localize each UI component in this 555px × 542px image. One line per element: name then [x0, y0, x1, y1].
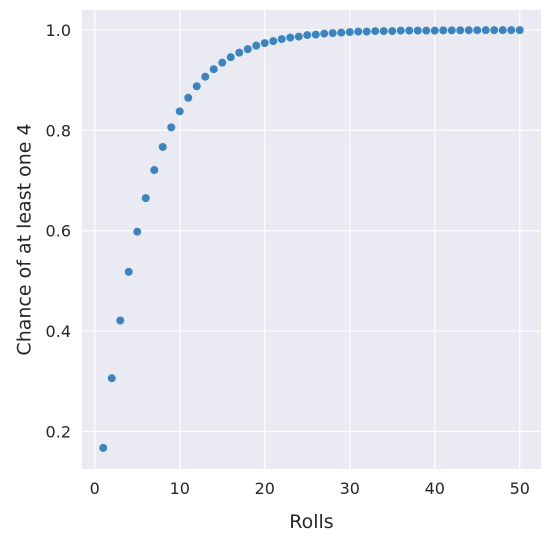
- data-point: [328, 29, 337, 38]
- data-point: [439, 26, 448, 35]
- data-points: [99, 26, 524, 452]
- x-axis-label: Rolls: [289, 511, 333, 533]
- data-point: [507, 26, 516, 35]
- data-point: [158, 142, 167, 151]
- data-point: [235, 48, 244, 57]
- data-point: [490, 26, 499, 35]
- y-tick-label: 1.0: [46, 21, 71, 40]
- data-point: [362, 27, 371, 36]
- data-point: [243, 45, 252, 54]
- data-point: [481, 26, 490, 35]
- data-point: [311, 30, 320, 39]
- y-tick-label: 0.8: [46, 121, 71, 140]
- x-tick-label: 10: [170, 479, 190, 498]
- data-point: [184, 93, 193, 102]
- data-point: [260, 39, 269, 48]
- data-point: [99, 443, 108, 452]
- data-point: [388, 27, 397, 36]
- data-point: [413, 26, 422, 35]
- data-point: [201, 72, 210, 81]
- data-point: [116, 316, 125, 325]
- y-tick-label: 0.4: [46, 322, 71, 341]
- data-point: [226, 53, 235, 62]
- data-point: [371, 27, 380, 36]
- data-point: [464, 26, 473, 35]
- data-point: [405, 26, 414, 35]
- x-tick-labels: 0 10 20 30 40 50: [90, 479, 530, 498]
- data-point: [269, 37, 278, 46]
- x-tick-label: 30: [340, 479, 360, 498]
- data-point: [150, 166, 159, 175]
- data-point: [473, 26, 482, 35]
- grid-lines: [82, 10, 541, 469]
- data-point: [133, 227, 142, 236]
- data-point: [498, 26, 507, 35]
- data-point: [218, 58, 227, 67]
- data-point: [303, 31, 312, 40]
- data-point: [430, 26, 439, 35]
- data-point: [294, 32, 303, 41]
- data-point: [192, 82, 201, 91]
- x-tick-label: 50: [510, 479, 530, 498]
- y-axis-label: Chance of at least one 4: [14, 123, 36, 355]
- data-point: [124, 267, 133, 276]
- data-point: [252, 41, 261, 50]
- data-point: [396, 26, 405, 35]
- data-point: [422, 26, 431, 35]
- y-tick-label: 0.2: [46, 422, 71, 441]
- data-point: [320, 29, 329, 38]
- data-point: [337, 28, 346, 37]
- data-point: [379, 27, 388, 36]
- data-point: [107, 374, 116, 383]
- data-point: [175, 107, 184, 116]
- data-point: [286, 33, 295, 42]
- plot-background: [82, 10, 541, 469]
- x-tick-label: 20: [255, 479, 275, 498]
- x-tick-label: 0: [90, 479, 100, 498]
- y-tick-labels: 0.2 0.4 0.6 0.8 1.0: [46, 21, 71, 441]
- data-point: [447, 26, 456, 35]
- data-point: [209, 65, 218, 74]
- data-point: [515, 26, 524, 35]
- data-point: [354, 27, 363, 36]
- y-tick-label: 0.6: [46, 222, 71, 241]
- data-point: [345, 28, 354, 37]
- x-tick-label: 40: [425, 479, 445, 498]
- data-point: [167, 123, 176, 132]
- data-point: [141, 194, 150, 203]
- data-point: [456, 26, 465, 35]
- data-point: [277, 35, 286, 44]
